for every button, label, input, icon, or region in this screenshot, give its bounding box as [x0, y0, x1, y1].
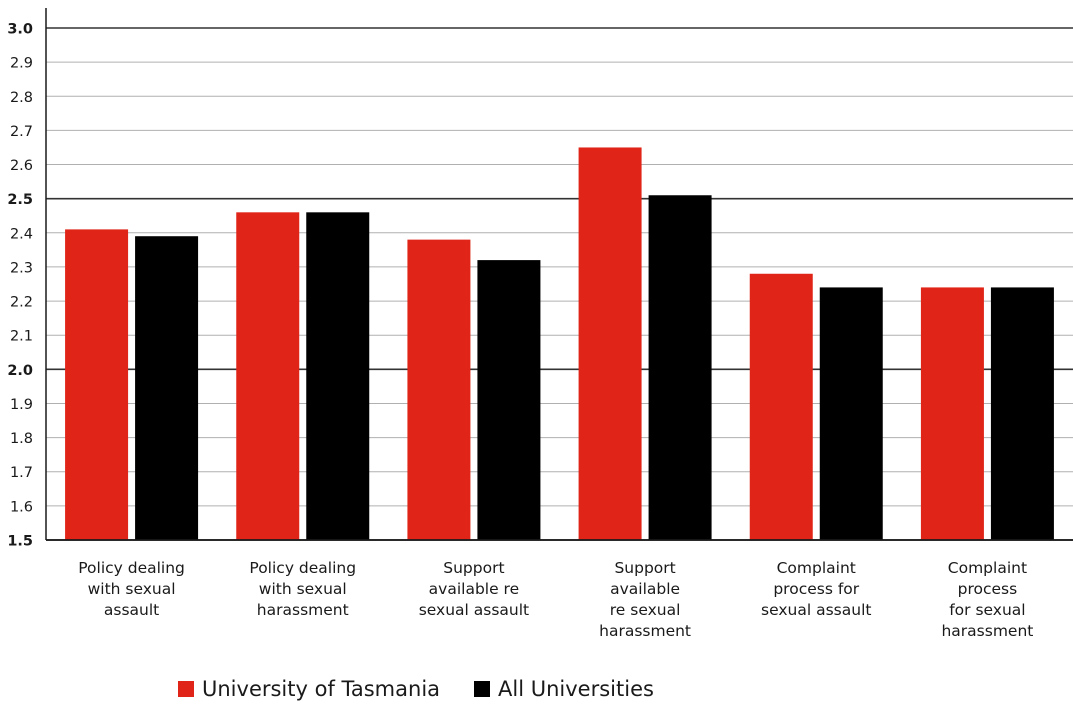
y-tick-label: 2.8 — [10, 90, 33, 106]
y-tick-label: 1.6 — [10, 499, 33, 515]
legend-swatch-black — [474, 681, 491, 697]
y-tick-label: 2.7 — [10, 124, 33, 140]
legend-item-university-of-tasmania: University of Tasmania — [178, 677, 440, 701]
bar-all-universities — [990, 287, 1054, 540]
bar-all-universities — [819, 287, 883, 540]
x-category-label: Support available re sexual harassment — [599, 559, 691, 640]
y-tick-label: 2.4 — [10, 226, 33, 242]
bar-all-universities — [648, 195, 712, 540]
x-category-label: Complaint process for sexual assault — [761, 559, 871, 619]
bars — [65, 147, 1054, 541]
y-tick-label: 2.2 — [10, 295, 33, 311]
legend-label: University of Tasmania — [202, 677, 441, 701]
y-tick-label: 1.5 — [7, 534, 33, 550]
y-axis-ticks: 1.5 1.6 1.7 1.8 1.9 2.0 2.1 2.2 2.3 2.4 2.5 2.6 2.7 2… — [7, 22, 33, 550]
x-category-label: Complaint process for sexual harassment — [941, 559, 1033, 640]
y-tick-label: 2.0 — [7, 363, 33, 379]
y-tick-label: 2.3 — [10, 260, 33, 276]
bar-all-universities — [477, 260, 541, 540]
x-axis-labels: Policy dealing with sexual assault Policy d… — [78, 559, 1033, 640]
bar-all-universities — [135, 236, 199, 541]
legend-item-all-universities: All Universities — [474, 677, 654, 701]
legend-label: All Universities — [498, 677, 654, 701]
legend: University of Tasmania All Universities — [178, 677, 654, 701]
axes — [45, 8, 1073, 541]
y-tick-label: 2.6 — [10, 158, 33, 174]
bar-university-of-tasmania — [749, 273, 813, 540]
y-tick-label: 3.0 — [7, 22, 33, 38]
x-category-label: Policy dealing with sexual harassment — [249, 559, 356, 619]
y-tick-label: 1.8 — [10, 431, 33, 447]
legend-swatch-red — [178, 681, 194, 697]
gridlines — [46, 27, 1073, 541]
bar-university-of-tasmania — [407, 239, 471, 541]
bar-university-of-tasmania — [65, 229, 129, 541]
y-tick-label: 2.9 — [10, 56, 33, 72]
y-tick-label: 1.9 — [10, 397, 33, 413]
x-category-label: Policy dealing with sexual assault — [78, 559, 185, 619]
bar-all-universities — [306, 212, 370, 540]
y-tick-label: 1.7 — [10, 465, 33, 481]
y-tick-label: 2.5 — [7, 192, 33, 208]
bar-university-of-tasmania — [578, 147, 642, 540]
y-tick-label: 2.1 — [10, 329, 33, 345]
bar-university-of-tasmania — [236, 212, 300, 540]
bar-university-of-tasmania — [920, 287, 984, 540]
x-category-label: Support available re sexual assault — [419, 559, 529, 619]
